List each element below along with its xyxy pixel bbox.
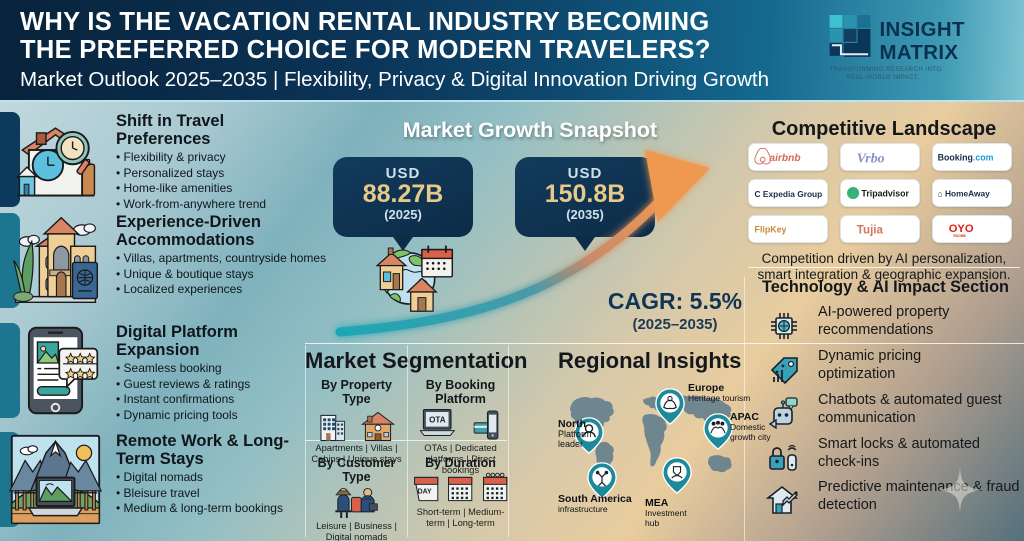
svg-text:airbnb: airbnb — [769, 153, 800, 164]
svg-text:⌂ HomeAway: ⌂ HomeAway — [938, 189, 991, 199]
svg-text:Vrbo: Vrbo — [857, 152, 885, 167]
svg-text:Tripadvisor: Tripadvisor — [861, 188, 909, 198]
svg-text:DAY: DAY — [418, 489, 432, 496]
svg-text:Booking.com: Booking.com — [938, 153, 994, 163]
svg-text:Tujia: Tujia — [857, 224, 884, 237]
svg-text:ROOMS: ROOMS — [953, 234, 966, 238]
svg-text:FlipKey: FlipKey — [755, 225, 787, 235]
svg-text:OTA: OTA — [429, 416, 446, 425]
svg-text:C Expedia Group: C Expedia Group — [755, 189, 823, 199]
svg-text:OYO: OYO — [949, 223, 974, 235]
